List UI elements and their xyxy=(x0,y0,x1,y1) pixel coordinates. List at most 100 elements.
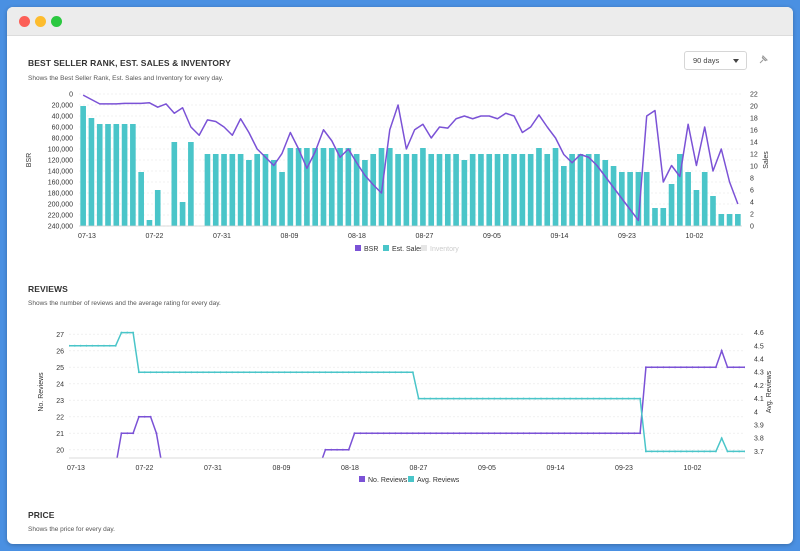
no-reviews-point xyxy=(516,432,519,435)
sales-bar xyxy=(486,154,493,226)
avg-reviews-point xyxy=(732,450,735,453)
avg-reviews-point xyxy=(592,397,595,400)
range-select[interactable]: 90 days xyxy=(684,51,747,70)
sales-bar xyxy=(444,154,451,226)
no-reviews-point xyxy=(540,432,543,435)
sales-bar xyxy=(295,148,302,226)
avg-reviews-point xyxy=(563,397,566,400)
no-reviews-point xyxy=(505,432,508,435)
avg-reviews-point xyxy=(446,397,449,400)
sales-bar xyxy=(420,148,426,226)
sales-bar xyxy=(627,172,633,226)
sales-bar xyxy=(353,154,360,226)
avg-reviews-point xyxy=(545,397,548,400)
minimize-window-button[interactable] xyxy=(35,16,46,27)
no-reviews-point xyxy=(452,432,455,435)
sales-bar xyxy=(718,214,725,226)
no-reviews-point xyxy=(615,432,618,435)
no-reviews-point xyxy=(551,432,554,435)
avg-reviews-point xyxy=(528,397,531,400)
avg-reviews-point xyxy=(213,371,216,374)
avg-reviews-point xyxy=(172,371,175,374)
sales-bar xyxy=(411,154,418,226)
sales-tick-label: 10 xyxy=(750,164,758,171)
no-reviews-point xyxy=(598,432,601,435)
avg-reviews-point xyxy=(627,397,630,400)
sales-bar xyxy=(677,154,683,226)
no-reviews-point xyxy=(738,366,741,369)
sales-bar xyxy=(395,154,401,226)
sales-bar xyxy=(378,148,385,226)
no-reviews-point xyxy=(97,465,99,467)
no-reviews-point xyxy=(382,432,385,435)
x-tick-label: 07-13 xyxy=(67,465,85,472)
no-reviews-point xyxy=(679,366,682,369)
avg-reviews-point xyxy=(744,450,745,453)
sales-tick-label: 0 xyxy=(750,224,754,231)
no-reviews-point xyxy=(149,415,152,418)
sales-bar xyxy=(710,196,716,226)
avg-reviews-point xyxy=(720,437,723,440)
no-reviews-point xyxy=(487,432,490,435)
no-reviews-point xyxy=(510,432,513,435)
page-content: BEST SELLER RANK, EST. SALES & INVENTORY… xyxy=(7,36,793,544)
price-section-title: PRICE xyxy=(28,510,55,520)
sales-bar xyxy=(685,172,691,226)
sales-bar xyxy=(212,154,219,226)
plot-area xyxy=(69,331,745,467)
range-select-value: 90 days xyxy=(693,56,720,65)
sales-bar xyxy=(138,172,144,226)
no-reviews-point xyxy=(319,465,321,467)
sales-bar xyxy=(188,142,194,226)
avg-reviews-point xyxy=(423,397,426,400)
no-reviews-point xyxy=(662,366,665,369)
avg-reviews-point xyxy=(254,371,257,374)
sales-tick-label: 12 xyxy=(750,152,758,159)
no-reviews-point xyxy=(563,432,566,435)
no-reviews-point xyxy=(225,465,227,467)
sales-bar xyxy=(478,154,484,226)
sales-bar xyxy=(536,148,542,226)
sales-bar xyxy=(511,154,517,226)
avg-reviews-point xyxy=(114,344,117,347)
sales-bar xyxy=(270,160,277,226)
no-reviews-point xyxy=(627,432,630,435)
avg-reviews-point xyxy=(656,450,659,453)
avg-reviews-point xyxy=(709,450,712,453)
bsr-tick-label: 180,000 xyxy=(48,191,73,198)
avg-reviews-point xyxy=(353,371,356,374)
avg-reviews-point xyxy=(69,344,70,347)
no-reviews-point xyxy=(744,366,745,369)
no-reviews-point xyxy=(499,432,502,435)
no-reviews-point xyxy=(709,366,712,369)
sales-bar xyxy=(154,190,161,226)
no-reviews-point xyxy=(639,432,642,435)
avg-reviews-point xyxy=(417,397,420,400)
maximize-window-button[interactable] xyxy=(51,16,62,27)
avg-reviews-point xyxy=(324,371,327,374)
avg-reviews-point xyxy=(604,397,607,400)
avg-reviews-point xyxy=(301,371,304,374)
avg-reviews-point xyxy=(155,371,158,374)
no-reviews-point xyxy=(376,432,379,435)
avg-reviews-point xyxy=(470,397,473,400)
no-reviews-point xyxy=(475,432,478,435)
no-reviews-point xyxy=(365,432,368,435)
x-tick-label: 07-22 xyxy=(146,233,164,240)
reviews-tick-label: 25 xyxy=(56,365,64,372)
no-reviews-point xyxy=(633,432,636,435)
no-reviews-point xyxy=(446,432,449,435)
pin-icon[interactable] xyxy=(757,54,769,66)
no-reviews-point xyxy=(458,432,461,435)
avg-tick-label: 4.1 xyxy=(754,396,764,403)
avg-reviews-point xyxy=(464,397,467,400)
avg-reviews-point xyxy=(726,450,729,453)
x-tick-label: 09-23 xyxy=(618,233,636,240)
no-reviews-point xyxy=(254,465,256,467)
bsr-tick-label: 100,000 xyxy=(48,147,73,154)
sales-tick-label: 4 xyxy=(750,200,754,207)
reviews-tick-label: 20 xyxy=(56,447,64,454)
close-window-button[interactable] xyxy=(19,16,30,27)
x-tick-label: 08-27 xyxy=(416,233,434,240)
avg-reviews-point xyxy=(161,371,164,374)
